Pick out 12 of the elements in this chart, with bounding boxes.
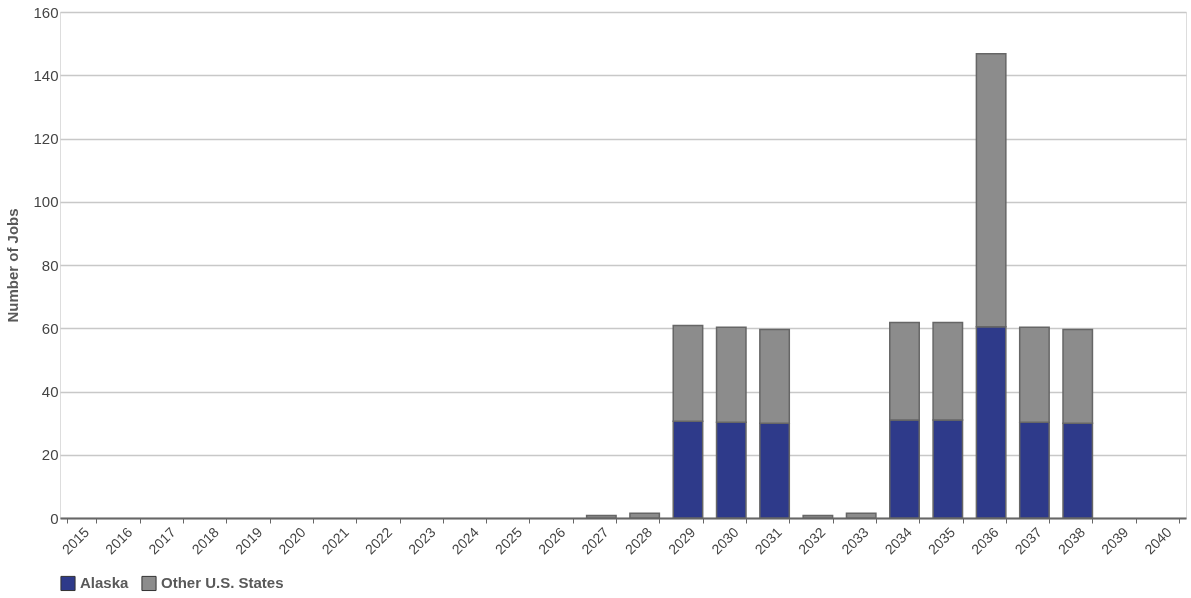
y-tick-label: 60 [41,319,59,337]
y-tick-label: 120 [33,130,59,147]
y-tick-label: 20 [41,446,59,464]
y-tick-label: 80 [41,256,59,274]
y-axis-title: Number of Jobs [4,208,22,323]
y-tick-label: 0 [50,509,59,527]
y-tick-label: 160 [33,3,59,21]
y-tick-label: 40 [41,383,59,400]
legend-label: Other U.S. States [161,574,284,592]
y-tick-label: 140 [33,66,59,84]
y-tick-label: 100 [33,193,59,211]
legend-label: Alaska [80,574,130,592]
